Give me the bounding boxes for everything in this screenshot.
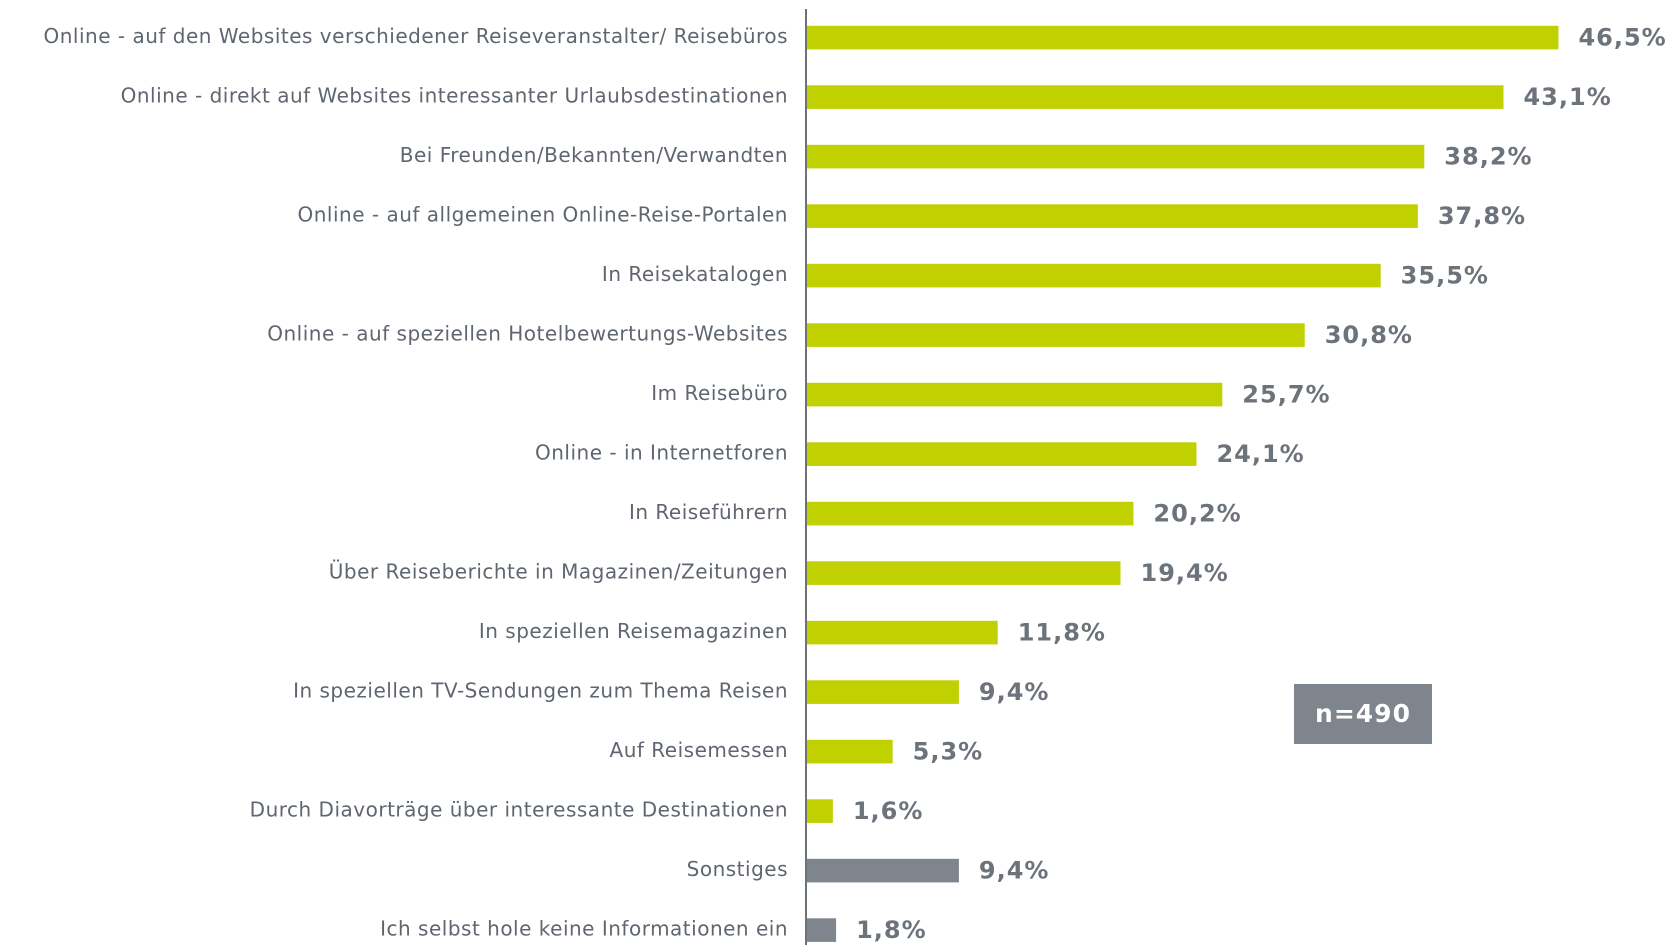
value-label: 25,7% xyxy=(1242,381,1330,409)
value-label: 5,3% xyxy=(913,738,984,766)
category-label: In Reisekatalogen xyxy=(602,262,788,286)
value-label: 24,1% xyxy=(1216,440,1304,468)
value-label: 1,6% xyxy=(853,797,924,825)
category-label: In Reiseführern xyxy=(629,500,788,524)
value-label: 11,8% xyxy=(1018,619,1106,647)
bar xyxy=(807,85,1504,109)
category-label: Online - auf allgemeinen Online-Reise-Po… xyxy=(298,203,788,227)
bar xyxy=(807,144,1425,169)
category-label: Sonstiges xyxy=(687,857,788,881)
bar xyxy=(807,561,1121,585)
value-label: 35,5% xyxy=(1401,262,1489,290)
bar xyxy=(807,918,837,942)
bar xyxy=(807,858,959,883)
bar xyxy=(807,739,893,764)
category-label: Ich selbst hole keine Informationen ein xyxy=(380,917,788,941)
value-label: 37,8% xyxy=(1438,202,1526,230)
category-label: Auf Reisemessen xyxy=(610,738,788,762)
category-label: Online - auf den Websites verschiedener … xyxy=(44,24,789,48)
annotation: n=490 xyxy=(1315,699,1411,728)
category-label: Online - auf speziellen Hotelbewertungs-… xyxy=(267,322,788,346)
category-label: In speziellen TV-Sendungen zum Thema Rei… xyxy=(293,679,788,703)
value-label: 1,8% xyxy=(856,916,927,944)
category-label: Bei Freunden/Bekannten/Verwandten xyxy=(400,143,788,167)
value-label: 9,4% xyxy=(979,857,1050,885)
bar xyxy=(807,25,1559,50)
value-label: 9,4% xyxy=(979,678,1050,706)
bar xyxy=(807,204,1418,228)
bar xyxy=(807,442,1197,466)
category-label: Online - in Internetforen xyxy=(535,441,788,465)
value-label: 46,5% xyxy=(1578,24,1666,52)
category-label: In speziellen Reisemagazinen xyxy=(479,619,788,643)
category-label: Online - direkt auf Websites interessant… xyxy=(121,84,788,108)
bar xyxy=(807,501,1134,526)
category-label: Durch Diavorträge über interessante Dest… xyxy=(250,798,788,822)
bar xyxy=(807,799,833,823)
value-label: 19,4% xyxy=(1141,559,1229,587)
bar xyxy=(807,382,1223,407)
value-label: 38,2% xyxy=(1444,143,1532,171)
value-label: 30,8% xyxy=(1325,321,1413,349)
category-label: Über Reiseberichte in Magazinen/Zeitunge… xyxy=(329,560,788,584)
bar xyxy=(807,323,1305,347)
value-label: 43,1% xyxy=(1523,83,1611,111)
bar xyxy=(807,263,1381,288)
bar xyxy=(807,680,959,704)
category-label: Im Reisebüro xyxy=(651,381,788,405)
value-label: 20,2% xyxy=(1153,500,1241,528)
bar xyxy=(807,620,998,645)
annotation-box xyxy=(1294,684,1432,744)
